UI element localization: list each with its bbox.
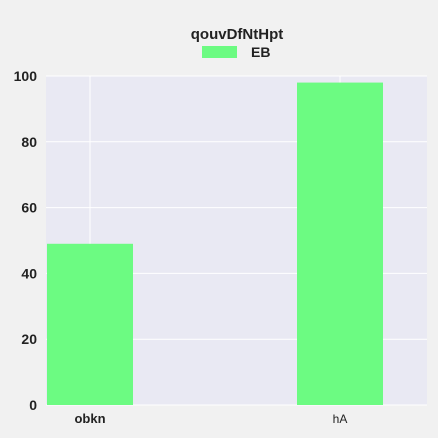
x-axis-tick-labels: obkn hA — [74, 411, 347, 426]
legend-swatch-eb — [202, 46, 237, 58]
y-tick-label: 20 — [21, 331, 37, 347]
x-tick-label-ha: hA — [333, 412, 348, 426]
y-tick-label: 0 — [29, 397, 37, 413]
bars — [47, 82, 383, 405]
y-tick-label: 80 — [21, 134, 37, 150]
chart-title: qouvDfNtHpt — [191, 26, 283, 43]
y-axis-tick-labels: 0 20 40 60 80 100 — [14, 68, 38, 413]
y-tick-label: 100 — [14, 68, 38, 84]
y-tick-label: 40 — [21, 265, 37, 281]
y-tick-label: 60 — [21, 200, 37, 216]
bar-obkn — [47, 243, 133, 405]
bar-ha — [297, 82, 383, 405]
legend-label-eb: EB — [251, 44, 270, 60]
legend: EB — [202, 44, 270, 60]
x-tick-label-obkn: obkn — [74, 411, 105, 426]
